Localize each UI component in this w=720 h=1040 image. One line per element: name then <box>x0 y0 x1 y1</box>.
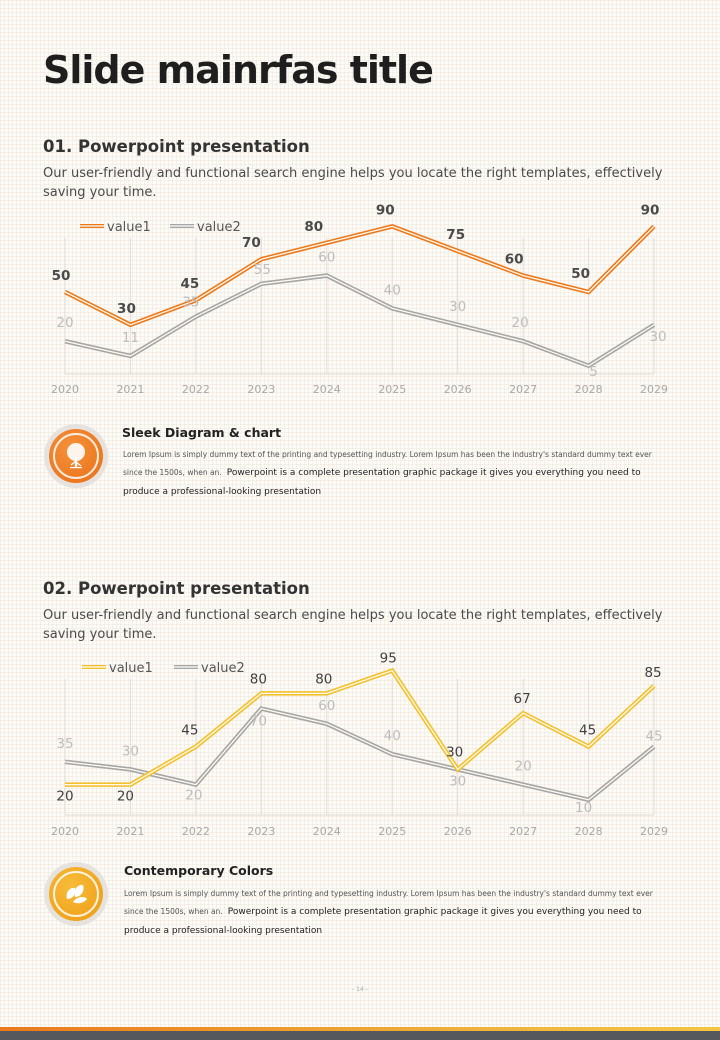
x-tick-label: 2020 <box>51 383 79 396</box>
data-label-value2: 30 <box>449 773 466 789</box>
data-label-value2: 10 <box>575 800 592 816</box>
data-label-value1: 45 <box>181 276 200 292</box>
x-tick-label: 2022 <box>182 383 210 396</box>
data-label-value2: 60 <box>318 250 335 266</box>
section-1-description: Our user-friendly and functional search … <box>43 166 663 200</box>
data-label-value2: 5 <box>589 364 598 380</box>
data-label-value2: 11 <box>122 330 139 346</box>
x-tick-label: 2023 <box>247 383 275 396</box>
legend-label: value1 <box>109 661 153 676</box>
legend-label: value1 <box>107 220 151 235</box>
section-1-heading: 01. Powerpoint presentation <box>43 137 310 156</box>
data-label-value1: 80 <box>250 671 267 687</box>
x-tick-label: 2029 <box>640 383 668 396</box>
data-label-value2: 20 <box>185 788 202 804</box>
data-label-value2: 55 <box>254 262 271 278</box>
x-tick-label: 2025 <box>378 825 406 838</box>
series-line-value2 <box>64 706 656 803</box>
footer-accent-line <box>0 1027 720 1031</box>
x-tick-label: 2023 <box>247 825 275 838</box>
data-label-value2: 60 <box>318 698 335 714</box>
section-2-heading: 02. Powerpoint presentation <box>43 579 310 598</box>
line-chart-2: 2020 2021 2022 2023 2024 2025 2026 2027 2028 2029… <box>51 651 668 838</box>
data-label-value1: 75 <box>446 227 465 243</box>
data-label-value2: 30 <box>449 299 466 315</box>
x-tick-label: 2029 <box>640 825 668 838</box>
feature-2-badge <box>44 862 108 926</box>
data-label-value1: 60 <box>505 252 524 268</box>
data-label-value1: 20 <box>56 789 73 805</box>
data-label-value1: 30 <box>446 744 463 760</box>
series-line-value1-inner <box>65 669 655 786</box>
data-label-value2: 70 <box>250 714 267 730</box>
x-tick-label: 2026 <box>444 825 472 838</box>
feature-2-title: Contemporary Colors <box>124 863 274 878</box>
feature-1-text: Lorem Ipsum is simply dummy text of the … <box>123 444 653 500</box>
data-label-value2: 20 <box>515 759 532 775</box>
data-label-value1: 30 <box>117 301 136 317</box>
x-tick-label: 2021 <box>116 383 144 396</box>
legend-label: value2 <box>201 661 245 676</box>
leaves-icon <box>66 884 87 904</box>
data-label-value1: 90 <box>641 202 660 218</box>
line-chart-1: 2020 2021 2022 2023 2024 2025 2026 2027 2028 2029… <box>51 202 668 396</box>
data-label-value1: 80 <box>315 671 332 687</box>
data-label-value1: 20 <box>117 789 134 805</box>
x-tick-label: 2028 <box>575 825 603 838</box>
feature-1-title: Sleek Diagram & chart <box>122 425 282 440</box>
data-label-value2: 30 <box>649 329 666 345</box>
x-tick-label: 2025 <box>378 383 406 396</box>
series-line-value1-inner <box>64 225 655 326</box>
slide-title: Slide mainrfas title <box>43 48 434 92</box>
feature-1-text-large: Powerpoint is a complete presentation gr… <box>123 468 641 497</box>
feature-1-text-small: Lorem Ipsum is simply dummy text of the … <box>123 450 652 477</box>
data-label-value2: 20 <box>512 315 529 331</box>
series-line-value2-inner <box>64 274 655 367</box>
feature-2-text: Lorem Ipsum is simply dummy text of the … <box>124 883 654 939</box>
data-label-value1: 50 <box>52 268 71 284</box>
series-line-value1 <box>63 224 656 328</box>
feature-2-text-small: Lorem Ipsum is simply dummy text of the … <box>124 889 653 916</box>
data-label-value2: 20 <box>56 315 73 331</box>
data-label-value2: 45 <box>645 729 662 745</box>
data-label-value2: 30 <box>122 743 139 759</box>
page-number: - 14 - <box>352 986 368 993</box>
x-tick-label: 2021 <box>116 825 144 838</box>
data-label-value2: 35 <box>56 736 73 752</box>
data-label-value2: 40 <box>384 728 401 744</box>
series-line-value2 <box>64 273 656 369</box>
x-tick-label: 2024 <box>313 825 341 838</box>
data-label-value1: 67 <box>514 691 531 707</box>
x-tick-label: 2027 <box>509 825 537 838</box>
x-tick-label: 2020 <box>51 825 79 838</box>
data-label-value1: 50 <box>571 266 590 282</box>
data-label-value1: 70 <box>242 235 261 251</box>
data-label-value1: 85 <box>644 665 661 681</box>
footer-bar <box>0 1031 720 1040</box>
data-label-value1: 90 <box>376 202 395 218</box>
data-label-value1: 45 <box>181 723 198 739</box>
data-label-value2: 35 <box>182 295 199 311</box>
data-label-value1: 80 <box>304 219 323 235</box>
series-line-value2-inner <box>64 707 655 801</box>
series-line-value1 <box>65 667 656 787</box>
x-tick-label: 2026 <box>444 383 472 396</box>
data-label-value2: 40 <box>384 282 401 298</box>
section-2-description: Our user-friendly and functional search … <box>43 608 663 642</box>
x-tick-label: 2028 <box>575 383 603 396</box>
x-tick-label: 2022 <box>182 825 210 838</box>
data-label-value1: 45 <box>579 723 596 739</box>
tree-icon <box>67 443 85 469</box>
legend-label: value2 <box>197 220 241 235</box>
feature-2-text-large: Powerpoint is a complete presentation gr… <box>124 907 642 936</box>
data-label-value1: 95 <box>380 651 397 667</box>
x-tick-label: 2027 <box>509 383 537 396</box>
x-tick-label: 2024 <box>313 383 341 396</box>
feature-1-badge <box>44 424 108 488</box>
